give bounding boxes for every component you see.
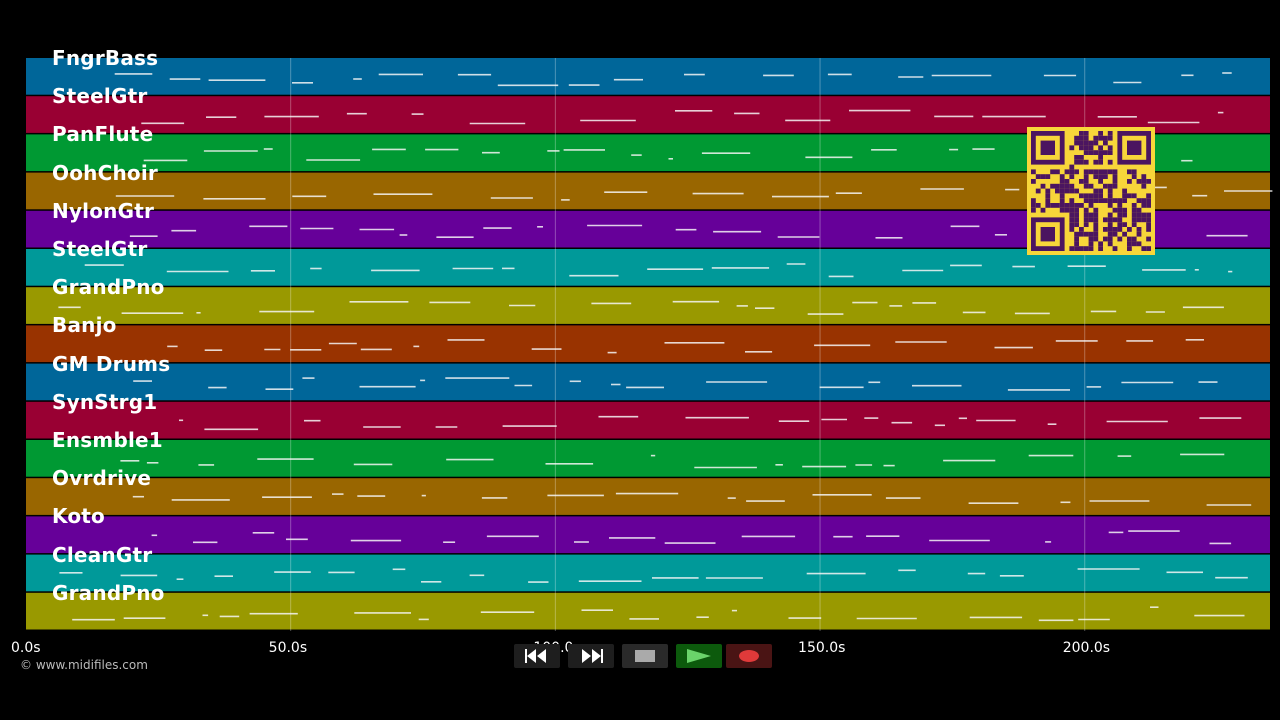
track-notes [179, 415, 1242, 431]
fast-forward-button[interactable] [568, 644, 614, 668]
play-icon [686, 649, 712, 663]
track-label: CleanGtr [52, 542, 153, 567]
track-notes [115, 186, 1273, 201]
track-band [26, 287, 1270, 324]
time-tick-label: 0.0s [11, 640, 41, 656]
track-band [26, 325, 1270, 363]
copyright-text: © www.midifiles.com [20, 658, 148, 672]
track-band [26, 478, 1270, 515]
rewind-icon [524, 649, 550, 663]
track-label: SteelGtr [52, 237, 148, 261]
track-notes [84, 263, 1233, 278]
track-band [26, 554, 1270, 592]
track-band [26, 363, 1270, 401]
track-label: SynStrg1 [52, 389, 158, 414]
track-band [26, 249, 1270, 286]
track-notes [133, 377, 1218, 391]
track-label: Ovrdrive [52, 466, 152, 491]
qr-code [1027, 127, 1155, 259]
record-icon [739, 650, 759, 662]
track-band [26, 516, 1270, 554]
record-button[interactable] [726, 644, 772, 668]
track-notes [132, 492, 1252, 506]
track-label: Banjo [52, 313, 117, 338]
rewind-button[interactable] [514, 644, 560, 668]
track-label: Ensmble1 [52, 428, 163, 452]
play-button[interactable] [676, 644, 722, 668]
track-band [26, 401, 1270, 439]
stop-icon [635, 650, 655, 662]
track-notes [114, 72, 1232, 87]
track-label: GrandPno [52, 580, 165, 605]
track-label: GM Drums [52, 351, 171, 376]
track-band [26, 96, 1270, 133]
track-notes [72, 606, 1245, 622]
track-label: OohChoir [52, 160, 158, 185]
track-notes [58, 300, 1224, 315]
track-band [26, 592, 1270, 630]
track-notes [151, 530, 1232, 545]
track-label: SteelGtr [52, 84, 148, 109]
track-label: FngrBass [52, 46, 159, 70]
track-notes [120, 453, 1225, 469]
track-label: NylonGtr [52, 198, 155, 223]
track-label: Koto [52, 504, 105, 529]
track-band [26, 58, 1270, 95]
track-notes [141, 109, 1224, 125]
time-tick-label: 200.0s [1062, 640, 1111, 656]
fast-forward-icon [578, 649, 604, 663]
track-notes [167, 338, 1204, 354]
track-notes [59, 568, 1248, 583]
track-band [26, 440, 1270, 477]
track-label: PanFlute [52, 122, 154, 147]
track-label: GrandPno [52, 275, 165, 300]
time-tick-label: 150.0s [798, 640, 846, 656]
time-tick-label: 50.0s [268, 640, 308, 656]
stop-button[interactable] [622, 644, 668, 668]
